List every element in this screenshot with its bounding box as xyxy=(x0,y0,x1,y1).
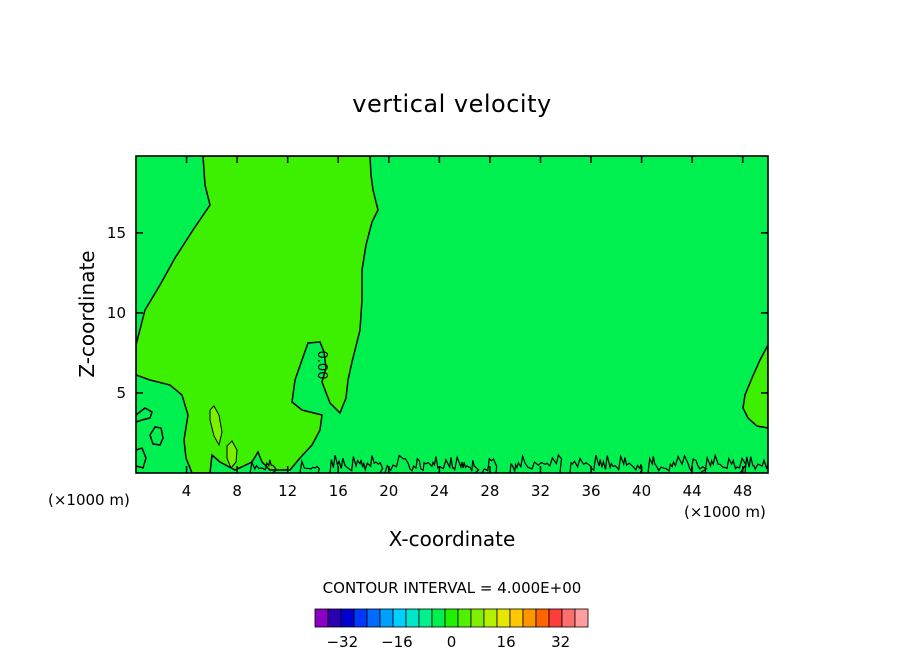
colorbar-swatch xyxy=(535,608,550,628)
x-axis-label: X-coordinate xyxy=(389,527,516,551)
colorbar-swatch xyxy=(509,608,524,628)
x-tick-label: 40 xyxy=(632,482,651,500)
x-unit-right: (×1000 m) xyxy=(684,503,766,521)
colorbar-swatch xyxy=(340,608,355,628)
small-contour-left-3 xyxy=(136,447,147,469)
colorbar-swatch xyxy=(379,608,394,628)
colorbar-swatch xyxy=(548,608,563,628)
yellowgreen-cell-2 xyxy=(226,440,238,469)
colorbar-swatch xyxy=(470,608,485,628)
x-tick-label: 16 xyxy=(329,482,348,500)
plot-area xyxy=(136,156,768,473)
x-tick-label: 20 xyxy=(379,482,398,500)
colorbar-swatch xyxy=(431,608,446,628)
x-tick-label: 48 xyxy=(733,482,752,500)
x-tick-label: 24 xyxy=(430,482,449,500)
colorbar-swatch xyxy=(457,608,472,628)
colorbar-swatch xyxy=(561,608,576,628)
y-axis-ticks: 5 10 15 xyxy=(107,224,768,402)
colorbar-swatch xyxy=(327,608,342,628)
colorbar-tick-labels: −32 −16 0 16 32 xyxy=(326,633,570,651)
surface-noise-contours xyxy=(249,453,768,473)
colorbar-tick-label: 32 xyxy=(551,633,570,651)
colorbar-tick-label: −32 xyxy=(326,633,358,651)
colorbar-swatch xyxy=(418,608,433,628)
x-tick-label: 4 xyxy=(182,482,192,500)
x-axis-ticks: 4 8 12 16 20 24 28 32 36 40 44 48 xyxy=(182,156,752,500)
x-tick-label: 12 xyxy=(278,482,297,500)
y-tick-label: 5 xyxy=(116,384,126,402)
contour-interval-text: CONTOUR INTERVAL = 4.000E+00 xyxy=(323,579,582,597)
colorbar-tick-label: 0 xyxy=(447,633,457,651)
x-tick-label: 32 xyxy=(531,482,550,500)
colorbar-swatch xyxy=(574,608,589,628)
colorbar-swatch xyxy=(405,608,420,628)
y-tick-label: 15 xyxy=(107,224,126,242)
contour-label: 0.00 xyxy=(314,351,329,380)
colorbar-swatch xyxy=(444,608,459,628)
colorbar-swatch xyxy=(496,608,511,628)
colorbar-swatch xyxy=(353,608,368,628)
x-tick-label: 28 xyxy=(480,482,499,500)
colorbar-swatch xyxy=(366,608,381,628)
x-unit-left: (×1000 m) xyxy=(48,491,130,509)
colorbar xyxy=(314,608,589,628)
chart-title: vertical velocity xyxy=(352,90,551,118)
updraft-region xyxy=(136,156,379,473)
colorbar-swatch xyxy=(483,608,498,628)
right-edge-region xyxy=(742,344,768,429)
x-tick-label: 44 xyxy=(683,482,702,500)
plot-frame xyxy=(135,155,769,474)
y-axis-label: Z-coordinate xyxy=(75,250,99,377)
x-tick-label: 36 xyxy=(581,482,600,500)
small-contour-left-2 xyxy=(136,407,153,423)
small-contour-left xyxy=(149,426,164,446)
colorbar-tick-label: 16 xyxy=(497,633,516,651)
colorbar-tick-label: −16 xyxy=(381,633,413,651)
colorbar-swatch xyxy=(392,608,407,628)
colorbar-swatch xyxy=(314,608,329,628)
yellowgreen-cell-1 xyxy=(209,405,223,447)
x-tick-label: 8 xyxy=(232,482,242,500)
y-tick-label: 10 xyxy=(107,304,126,322)
colorbar-swatch xyxy=(522,608,537,628)
